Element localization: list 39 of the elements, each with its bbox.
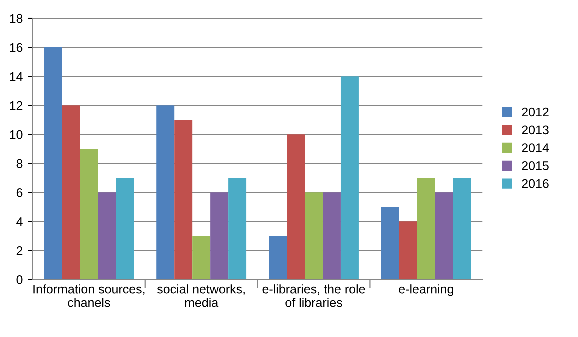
bar <box>287 134 306 280</box>
bar <box>192 236 211 280</box>
x-tick-label: social networks, media <box>157 284 245 308</box>
bar <box>44 48 62 280</box>
bar <box>453 178 472 280</box>
bar <box>269 236 288 280</box>
legend-label: 2012 <box>522 108 549 117</box>
y-tick-label: 4 <box>16 218 23 226</box>
bar <box>322 192 341 280</box>
y-tick-label: 14 <box>10 72 23 82</box>
bar <box>80 149 98 280</box>
legend-label: 2013 <box>522 126 549 135</box>
y-tick-label: 12 <box>10 101 23 110</box>
legend-label: 2015 <box>522 162 549 170</box>
legend-label: 2014 <box>522 144 550 152</box>
bar <box>62 106 80 280</box>
y-tick-label: 0 <box>16 276 23 284</box>
y-tick-label: 6 <box>16 188 23 198</box>
y-tick-label: 18 <box>10 14 23 24</box>
bar <box>210 192 229 280</box>
bar <box>435 192 454 280</box>
x-tick-label: Information sources, chanels <box>34 284 145 308</box>
y-tick-label: 16 <box>10 43 23 52</box>
bar <box>116 178 134 280</box>
y-tick-label: 2 <box>16 246 23 256</box>
x-tick-label: e-libraries, the role of libraries <box>262 284 366 308</box>
bar <box>417 178 436 280</box>
bar <box>98 192 116 280</box>
x-tick-label: e-learning <box>399 284 454 296</box>
bar <box>340 76 359 280</box>
y-tick-label: 10 <box>10 130 23 140</box>
bar <box>156 106 175 280</box>
bar <box>381 207 400 280</box>
bar <box>228 178 247 280</box>
y-tick-label: 8 <box>16 159 23 168</box>
bar <box>305 192 323 280</box>
bar <box>399 222 418 280</box>
bar <box>174 120 193 280</box>
legend-label: 2016 <box>522 179 549 188</box>
